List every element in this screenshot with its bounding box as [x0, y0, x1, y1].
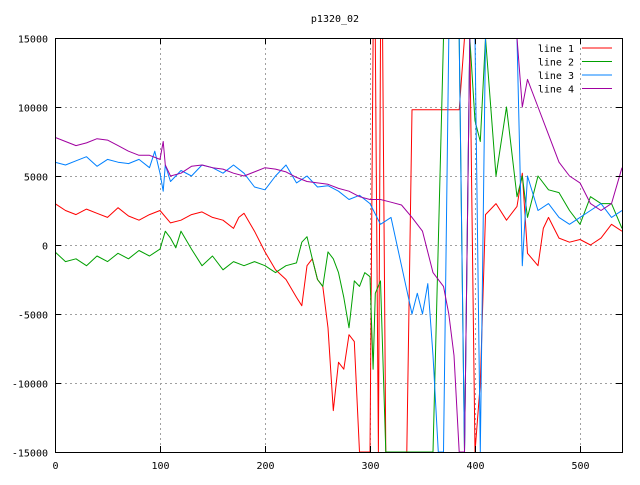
legend-label-1: line 1: [538, 44, 574, 55]
x-tick-label: 100: [151, 461, 169, 472]
legend-label-4: line 4: [538, 85, 574, 96]
series-line-4: [55, 38, 622, 452]
series-line-3: [55, 38, 622, 452]
y-tick-label: -15000: [12, 449, 48, 460]
series-layer: [55, 38, 622, 452]
series-line-1: [55, 38, 622, 452]
y-tick-label: -5000: [18, 311, 48, 322]
x-tick-label: 200: [256, 461, 274, 472]
series-line-2: [55, 38, 622, 452]
x-tick-label: 300: [361, 461, 379, 472]
legend: line 1 line 2 line 3 line 4: [538, 44, 612, 96]
grid: [55, 38, 622, 452]
legend-label-2: line 2: [538, 58, 574, 69]
x-tick-label: 0: [52, 461, 58, 472]
legend-label-3: line 3: [538, 71, 574, 82]
x-tick-label: 500: [571, 461, 589, 472]
y-tick-label: 10000: [18, 104, 48, 115]
y-tick-label: 0: [42, 242, 48, 253]
x-tick-label: 400: [466, 461, 484, 472]
y-tick-label: 5000: [24, 173, 48, 184]
y-tick-label: 15000: [18, 35, 48, 46]
axis-ticks: 0 100 200 300 400 500 -15000 -10000 -5000 0 5000 10…: [12, 35, 622, 472]
chart-title: p1320_02: [311, 14, 359, 25]
y-tick-label: -10000: [12, 380, 48, 391]
